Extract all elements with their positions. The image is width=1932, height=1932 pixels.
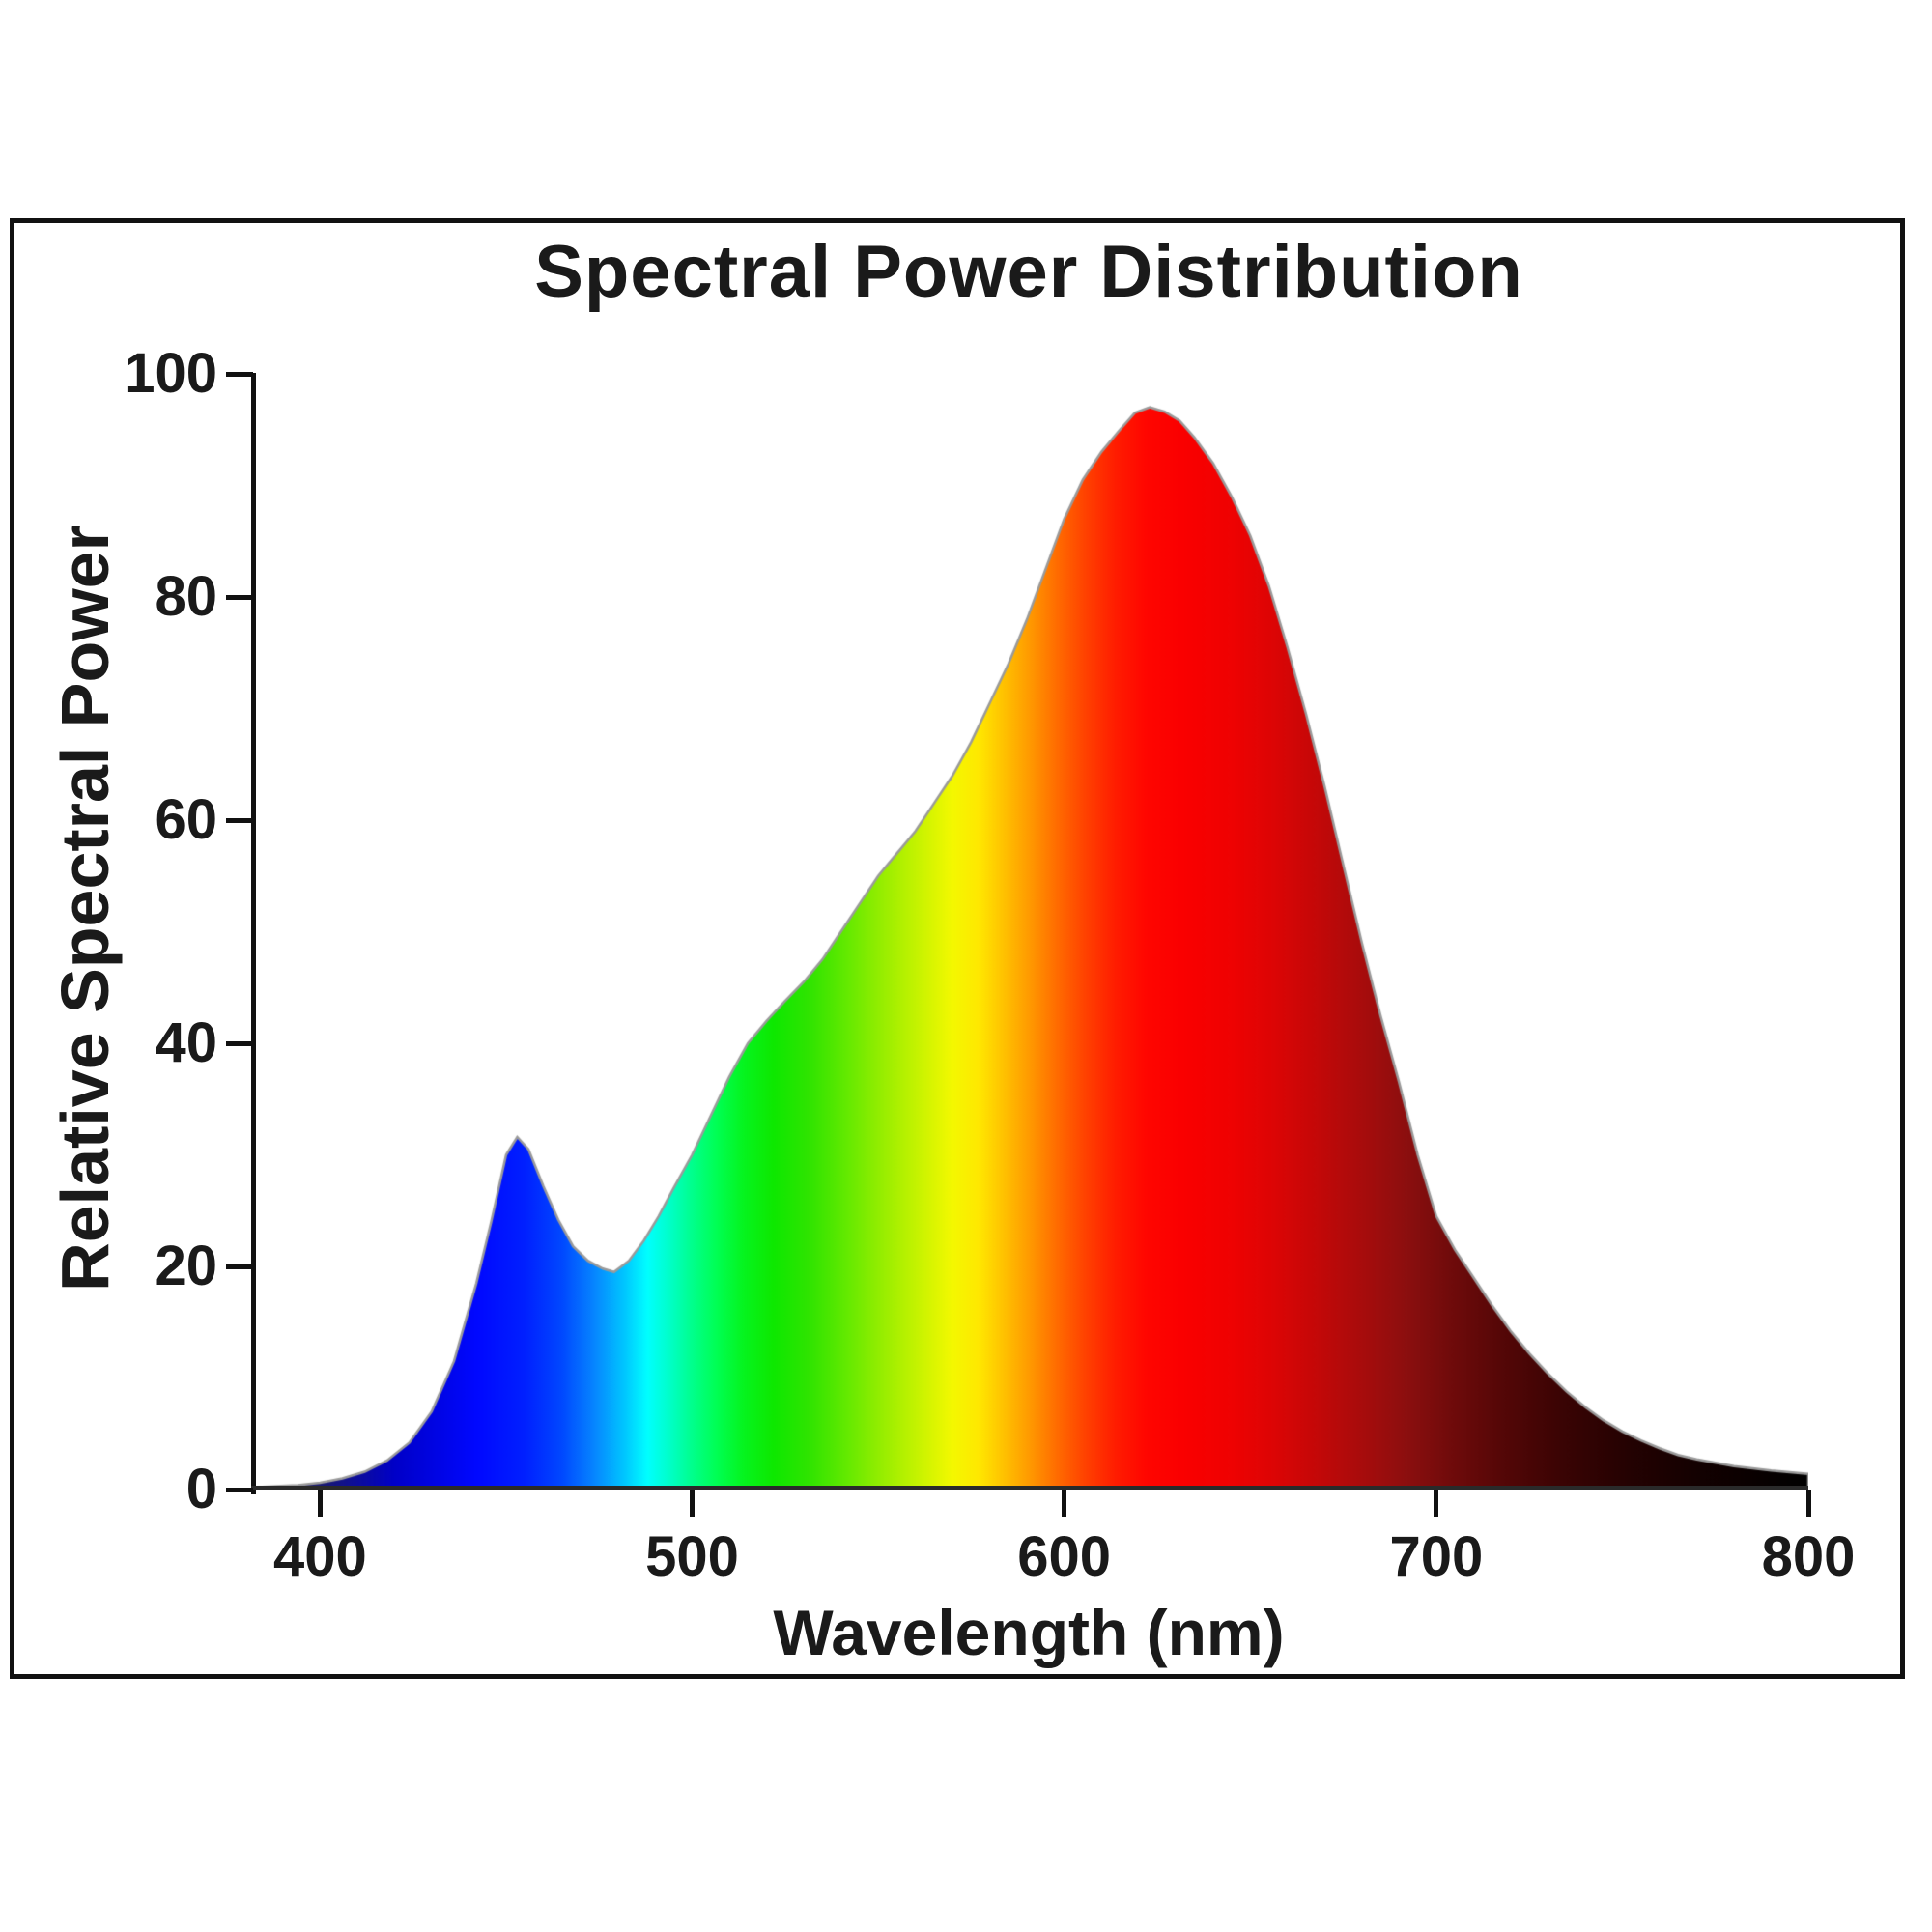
x-tick-mark bbox=[1062, 1490, 1067, 1517]
y-tick-mark bbox=[226, 1487, 253, 1492]
y-tick-label: 100 bbox=[124, 342, 217, 405]
x-tick-mark bbox=[317, 1490, 323, 1517]
x-tick-label: 700 bbox=[1389, 1525, 1484, 1588]
y-tick-label: 0 bbox=[185, 1458, 217, 1520]
x-tick-mark bbox=[1434, 1490, 1439, 1517]
y-tick-label: 40 bbox=[155, 1011, 217, 1074]
y-tick-mark bbox=[226, 1040, 253, 1046]
y-tick-mark bbox=[226, 817, 253, 823]
y-tick-mark bbox=[226, 1264, 253, 1269]
x-tick-label: 400 bbox=[272, 1525, 367, 1588]
x-tick-label: 600 bbox=[1017, 1525, 1112, 1588]
y-tick-label: 80 bbox=[155, 565, 217, 628]
spectral-power-area-plot bbox=[253, 374, 1808, 1490]
y-tick-mark bbox=[226, 594, 253, 600]
y-tick-label: 60 bbox=[155, 788, 217, 851]
x-tick-label: 500 bbox=[645, 1525, 739, 1588]
y-axis-title: Relative Spectral Power bbox=[47, 525, 123, 1292]
x-axis-title: Wavelength (nm) bbox=[773, 1597, 1285, 1668]
chart-title: Spectral Power Distribution bbox=[534, 231, 1523, 313]
y-tick-mark bbox=[226, 371, 253, 377]
x-tick-mark bbox=[689, 1490, 695, 1517]
x-tick-mark bbox=[1805, 1490, 1811, 1517]
y-tick-label: 20 bbox=[155, 1235, 217, 1297]
x-axis-line bbox=[251, 1486, 1808, 1490]
y-axis-line bbox=[251, 373, 256, 1494]
x-tick-label: 800 bbox=[1761, 1525, 1856, 1588]
